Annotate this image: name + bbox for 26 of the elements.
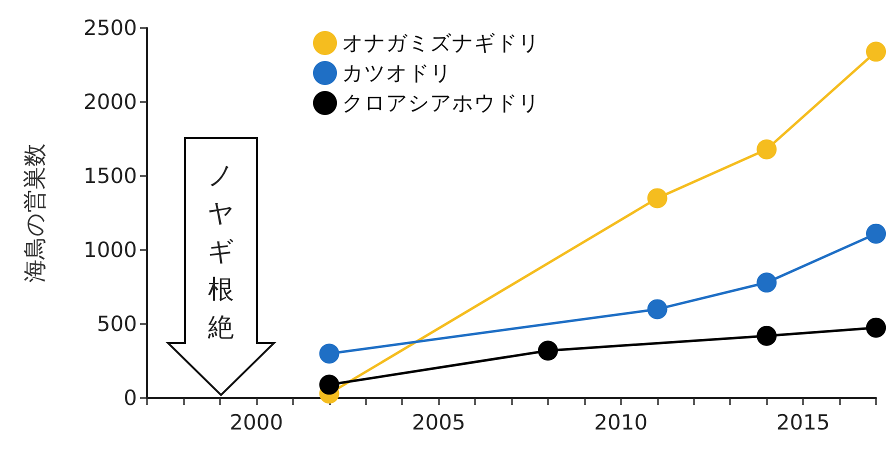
x-tick-label: 2000 [230,410,284,434]
x-tick-label: 2010 [594,410,648,434]
point [866,42,886,62]
y-tick-label: 1000 [84,238,137,262]
y-tick-label: 2500 [84,16,137,40]
y-tick-label: 2000 [84,90,137,114]
point [866,318,886,338]
legend-label: カツオドリ [342,61,452,85]
point [756,326,777,346]
legend-label: オナガミズナギドリ [342,31,540,55]
y-tick-label: 0 [124,386,137,410]
point [647,299,668,320]
point [319,374,340,395]
x-tick-label: 2015 [776,410,830,434]
annotation: ノヤギ根絶 [207,160,234,342]
y-tick-label: 500 [96,312,137,336]
point [538,340,558,361]
x-tick-label: 2005 [412,410,466,434]
y-tick-label: 1500 [84,164,137,188]
point [756,272,777,293]
point [866,224,886,244]
legend-label: クロアシアホウドリ [342,91,540,115]
point [647,188,668,208]
y-axis-title: 海鳥の営巣数 [22,144,48,282]
point [319,344,340,364]
point [756,139,777,160]
